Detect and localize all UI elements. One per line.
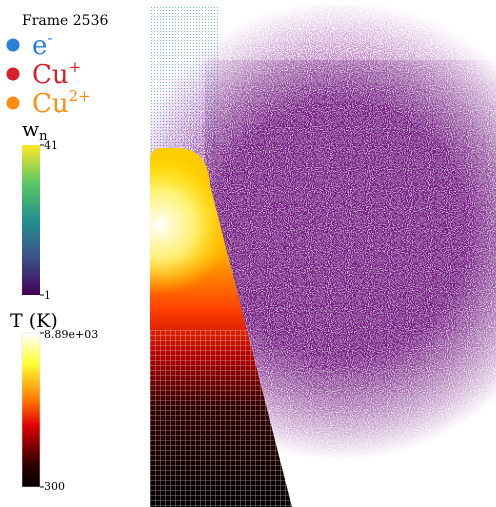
visualization: Frame 2536 e-Cu+Cu2+ wn 41 1 T (K) 8.89e… <box>0 0 496 507</box>
colorbar-min: 1 <box>44 289 51 302</box>
colorbar-max: 41 <box>44 139 58 152</box>
legend-label-sup: + <box>69 58 82 76</box>
legend-label-base: e <box>32 31 47 61</box>
legend-label-sup: 2+ <box>69 87 91 105</box>
colorbar-title-base: w <box>22 117 39 141</box>
colorbar <box>22 145 40 295</box>
colorbar-wn: wn 41 1 <box>22 117 58 302</box>
legend-label-base: Cu <box>32 60 69 90</box>
legend-marker <box>7 39 20 52</box>
legend-label-sup: - <box>47 29 52 47</box>
legend-label: Cu2+ <box>32 87 91 119</box>
colorbar-min: 300 <box>44 480 65 493</box>
legend-label-base: Cu <box>32 89 69 119</box>
colorbar <box>22 333 40 487</box>
simulation-view <box>150 0 496 507</box>
colorbar-temperature: T (K) 8.89e+03 300 <box>10 310 98 493</box>
legend-marker <box>7 97 20 110</box>
frame-label: Frame 2536 <box>22 13 108 29</box>
legend-label: Cu+ <box>32 58 81 90</box>
legend: e-Cu+Cu2+ <box>7 29 91 119</box>
legend-label: e- <box>32 29 52 61</box>
colorbar-max: 8.89e+03 <box>44 328 98 341</box>
legend-marker <box>7 68 20 81</box>
